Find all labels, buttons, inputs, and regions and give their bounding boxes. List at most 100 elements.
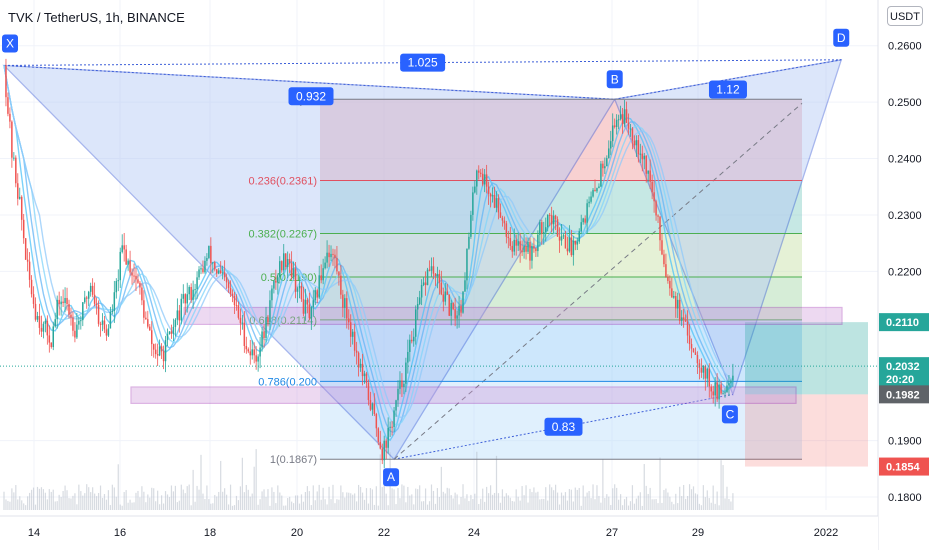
ratio-label: 1.12 xyxy=(716,83,740,97)
candle-body xyxy=(231,293,234,297)
candle-body xyxy=(649,170,651,182)
volume-bar xyxy=(32,487,35,510)
point-label-bg xyxy=(833,28,850,47)
volume-bar xyxy=(17,499,19,510)
volume-bar xyxy=(220,460,222,510)
volume-bar xyxy=(529,488,531,510)
volume-bar xyxy=(50,491,52,510)
volume-bar xyxy=(137,490,139,510)
candle-body xyxy=(188,287,190,295)
currency-button[interactable]: USDT xyxy=(887,6,923,26)
volume-bar xyxy=(694,493,697,510)
volume-bar xyxy=(507,495,509,510)
candle-body xyxy=(588,201,590,204)
volume-bar xyxy=(237,500,240,510)
volume-bar xyxy=(643,464,645,510)
candle-body xyxy=(375,413,378,429)
candle-body xyxy=(458,305,460,316)
volume-bar xyxy=(482,488,484,510)
volume-bar xyxy=(318,484,320,510)
volume-bar xyxy=(314,500,316,510)
volume-bar xyxy=(588,491,590,510)
volume-bar xyxy=(685,498,687,510)
candle-body xyxy=(635,140,638,146)
volume-bar xyxy=(292,503,295,510)
candle-body xyxy=(349,322,352,337)
volume-bar xyxy=(289,496,291,510)
ratio-label-bg xyxy=(288,87,334,106)
candle-body xyxy=(639,153,642,155)
candle-body xyxy=(302,299,305,314)
candle-body xyxy=(206,257,208,261)
candle-body xyxy=(545,227,547,233)
candle-body xyxy=(688,335,691,345)
volume-bar xyxy=(446,487,448,510)
volume-bar xyxy=(356,501,358,510)
candle-body xyxy=(525,246,527,252)
candle-body xyxy=(202,268,204,273)
volume-bar xyxy=(553,490,555,510)
volume-bar xyxy=(145,502,147,510)
volume-bar xyxy=(190,505,192,510)
bcd-triangle xyxy=(613,58,843,397)
volume-bar xyxy=(334,503,336,510)
candle-body xyxy=(645,155,647,174)
candle-body xyxy=(708,368,711,387)
volume-bar xyxy=(88,487,90,510)
candle-body xyxy=(328,252,330,258)
volume-bar xyxy=(476,451,478,510)
volume-bar xyxy=(281,495,283,510)
volume-bar xyxy=(547,500,549,510)
candle-body xyxy=(111,310,114,312)
volume-bar xyxy=(251,493,253,510)
candle-body xyxy=(160,346,163,352)
candle-body xyxy=(164,340,167,362)
fib-trend-line xyxy=(393,102,803,460)
volume-bar xyxy=(491,494,494,510)
candle-body xyxy=(346,298,348,319)
volume-bar xyxy=(580,505,582,510)
volume-bar xyxy=(596,485,598,510)
candle-body xyxy=(438,273,441,283)
candle-body xyxy=(700,367,703,373)
candle-body xyxy=(253,349,255,356)
candle-body xyxy=(257,356,259,362)
candle-body xyxy=(665,264,667,277)
price-label-bg xyxy=(879,357,929,388)
volume-bar xyxy=(706,490,708,510)
candle-body xyxy=(521,250,523,253)
volume-bar xyxy=(141,486,143,510)
ratio-line xyxy=(3,64,615,100)
volume-bar xyxy=(681,496,683,510)
candle-body xyxy=(174,319,177,327)
volume-bar xyxy=(381,487,383,510)
candle-body xyxy=(344,298,346,308)
candle-body xyxy=(214,262,216,270)
volume-bar xyxy=(409,495,411,510)
candle-body xyxy=(667,276,669,281)
fib-level-label: 1(0.1867) xyxy=(270,454,317,466)
candle-body xyxy=(586,203,588,223)
volume-bar xyxy=(143,491,145,510)
candle-body xyxy=(712,391,714,396)
point-label: B xyxy=(611,72,619,86)
volume-bar xyxy=(346,492,348,510)
candle-body xyxy=(659,216,661,241)
candle-body xyxy=(80,320,82,322)
candle-body xyxy=(365,373,368,383)
ratio-label: 0.83 xyxy=(552,420,576,434)
volume-bar xyxy=(568,489,570,510)
candle-body xyxy=(671,288,673,298)
y-tick-label: 0.1800 xyxy=(888,492,922,504)
volume-bar xyxy=(133,502,135,510)
candle-body xyxy=(149,326,151,331)
volume-bar xyxy=(249,496,251,510)
candle-body xyxy=(91,285,94,295)
volume-bar xyxy=(369,488,372,510)
volume-bar xyxy=(521,486,523,510)
volume-bar xyxy=(298,503,301,510)
volume-bar xyxy=(657,503,659,510)
candle-body xyxy=(379,441,382,449)
volume-bar xyxy=(564,492,567,510)
